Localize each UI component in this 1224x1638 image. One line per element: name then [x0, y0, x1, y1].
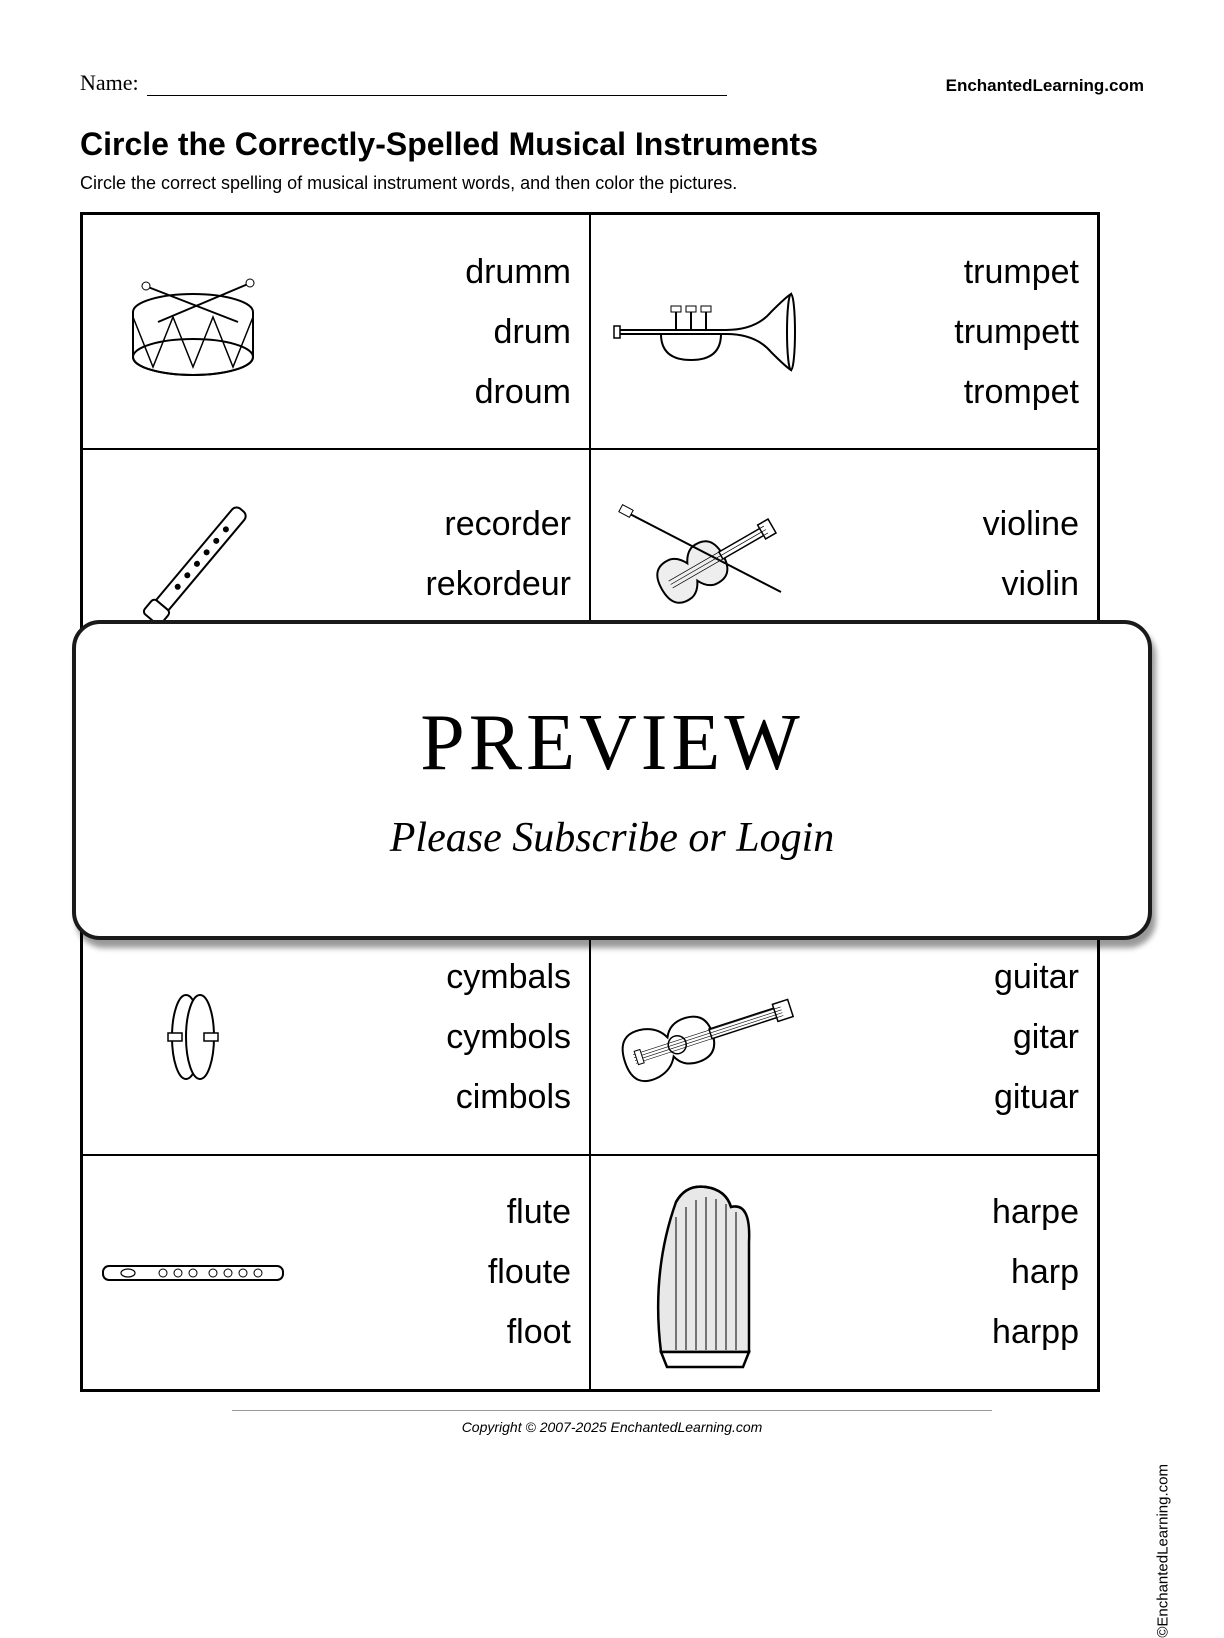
word-option[interactable]: trumpett — [954, 315, 1079, 349]
name-input-line[interactable] — [147, 74, 727, 96]
word-option[interactable]: harpe — [992, 1195, 1079, 1229]
word-option[interactable]: recorder — [444, 507, 571, 541]
preview-overlay: PREVIEW Please Subscribe or Login — [72, 620, 1152, 940]
word-list: trumpet trumpett trompet — [801, 255, 1079, 409]
word-option[interactable]: flute — [507, 1195, 571, 1229]
word-list: flute floute floot — [293, 1195, 571, 1349]
word-option[interactable]: cymbols — [446, 1020, 571, 1054]
footer-copyright: Copyright © 2007-2025 EnchantedLearning.… — [232, 1410, 992, 1435]
word-option[interactable]: trompet — [964, 375, 1079, 409]
preview-subtitle: Please Subscribe or Login — [390, 814, 834, 862]
word-option[interactable]: droum — [475, 375, 571, 409]
trumpet-icon — [601, 252, 801, 412]
word-option[interactable]: floute — [488, 1255, 571, 1289]
side-brand: ©EnchantedLearning.com — [1155, 1464, 1172, 1638]
word-list: cymbals cymbols cimbols — [293, 960, 571, 1114]
word-option[interactable]: drum — [494, 315, 571, 349]
word-option[interactable]: rekordeur — [425, 567, 571, 601]
word-list: recorder rekordeur — [293, 507, 571, 627]
name-field: Name: — [80, 70, 727, 96]
word-option[interactable]: violine — [983, 507, 1079, 541]
word-option[interactable]: guitar — [994, 960, 1079, 994]
word-list: harpe harp harpp — [801, 1195, 1079, 1349]
cell-drum: drumm drum droum — [82, 214, 590, 449]
word-list: drumm drum droum — [293, 255, 571, 409]
word-option[interactable]: harpp — [992, 1315, 1079, 1349]
word-list: violine violin — [801, 507, 1079, 627]
name-label: Name: — [80, 70, 139, 96]
flute-icon — [93, 1192, 293, 1352]
instructions: Circle the correct spelling of musical i… — [80, 173, 1144, 194]
word-option[interactable]: gitar — [1013, 1020, 1079, 1054]
guitar-icon — [601, 957, 801, 1117]
cell-flute: flute floute floot — [82, 1155, 590, 1390]
cell-cymbals: cymbals cymbols cimbols — [82, 920, 590, 1155]
word-option[interactable]: violin — [1002, 567, 1079, 601]
word-option[interactable]: drumm — [465, 255, 571, 289]
word-option[interactable]: harp — [1011, 1255, 1079, 1289]
cell-guitar: guitar gitar gituar — [590, 920, 1098, 1155]
word-option[interactable]: cimbols — [456, 1080, 571, 1114]
word-option[interactable]: floot — [507, 1315, 571, 1349]
cell-trumpet: trumpet trumpett trompet — [590, 214, 1098, 449]
word-option[interactable]: cymbals — [446, 960, 571, 994]
page-title: Circle the Correctly-Spelled Musical Ins… — [80, 126, 1144, 163]
site-brand: EnchantedLearning.com — [946, 76, 1144, 96]
header-row: Name: EnchantedLearning.com — [80, 70, 1144, 96]
preview-title: PREVIEW — [420, 698, 804, 789]
drum-icon — [93, 252, 293, 412]
cymbals-icon — [93, 957, 293, 1117]
word-option[interactable]: gituar — [994, 1080, 1079, 1114]
harp-icon — [601, 1192, 801, 1352]
word-option[interactable]: trumpet — [964, 255, 1079, 289]
word-list: guitar gitar gituar — [801, 960, 1079, 1114]
cell-harp: harpe harp harpp — [590, 1155, 1098, 1390]
